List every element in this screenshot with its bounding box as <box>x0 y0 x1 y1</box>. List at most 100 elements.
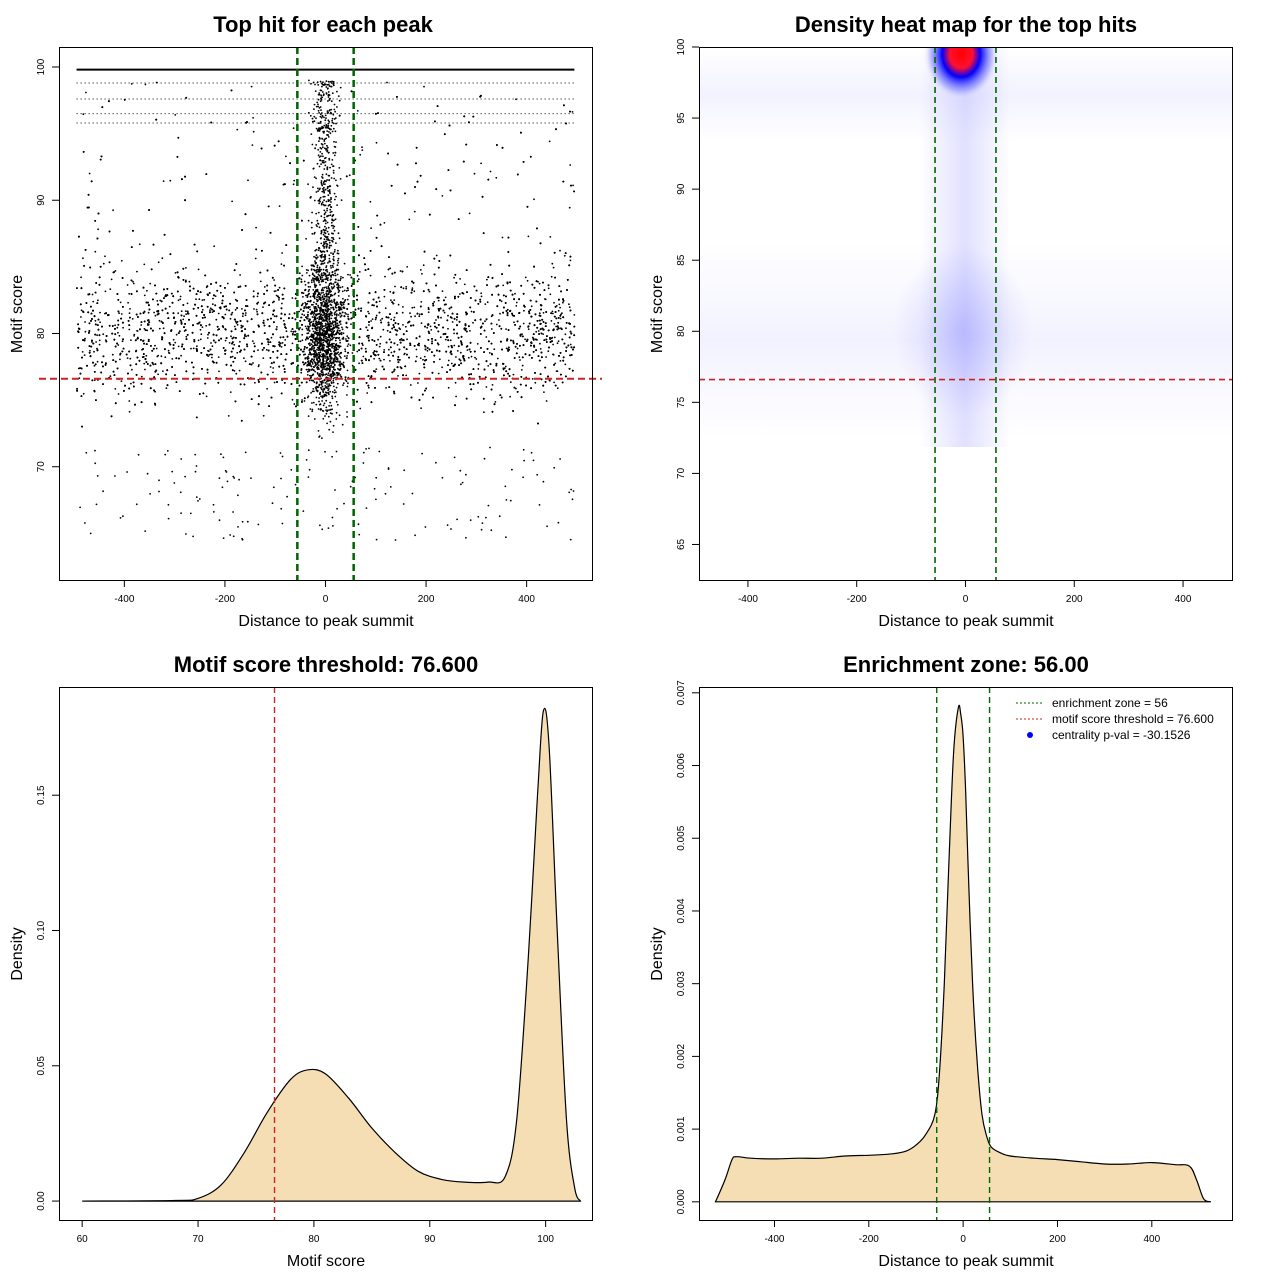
scatter-point <box>428 290 431 293</box>
scatter-point <box>509 381 512 384</box>
scatter-point <box>128 410 131 413</box>
scatter-point <box>422 358 424 361</box>
scatter-point <box>366 335 368 338</box>
scatter-point <box>121 340 124 343</box>
scatter-point <box>551 310 554 313</box>
scatter-point <box>210 342 212 344</box>
scatter-point <box>430 329 433 331</box>
scatter-point <box>117 331 119 334</box>
scatter-point <box>473 172 476 175</box>
scatter-point <box>370 320 372 322</box>
scatter-point <box>415 355 418 358</box>
scatter-point <box>203 298 206 301</box>
scatter-point <box>206 337 209 339</box>
scatter-point <box>209 309 211 311</box>
scatter-point <box>345 290 348 292</box>
scatter-point <box>292 183 295 186</box>
scatter-point <box>556 370 559 373</box>
scatter-point <box>174 341 177 344</box>
scatter-point <box>140 324 143 326</box>
scatter-point <box>444 338 447 341</box>
scatter-point <box>552 353 555 356</box>
scatter-point <box>356 110 359 112</box>
scatter-point <box>406 338 408 341</box>
scatter-point <box>433 301 436 303</box>
scatter-point <box>453 276 455 279</box>
scatter-point <box>418 315 421 318</box>
scatter-point <box>252 117 255 119</box>
scatter-point <box>266 387 268 390</box>
scatter-point <box>262 414 265 417</box>
scatter-point <box>143 362 146 365</box>
scatter-point <box>269 366 272 368</box>
scatter-point <box>291 297 294 299</box>
scatter-point <box>80 316 82 318</box>
scatter-point <box>464 329 467 332</box>
scatter-point <box>131 318 134 320</box>
scatter-point <box>402 306 404 308</box>
scatter-point <box>275 294 278 297</box>
scatter-point <box>571 111 574 113</box>
scatter-point <box>114 270 117 272</box>
scatter-point <box>568 303 570 306</box>
scatter-point <box>207 333 209 336</box>
scatter-point <box>348 174 351 177</box>
scatter-point <box>104 290 107 293</box>
scatter-point <box>241 308 243 310</box>
scatter-point <box>247 179 249 182</box>
scatter-point <box>521 364 524 367</box>
scatter-point <box>490 328 493 330</box>
scatter-point <box>159 299 162 302</box>
scatter-point <box>256 310 258 313</box>
scatter-point <box>211 356 213 359</box>
scatter-point <box>180 354 183 357</box>
scatter-point <box>226 282 229 285</box>
scatter-point <box>257 301 260 304</box>
scatter-point <box>231 311 234 314</box>
scatter-point <box>359 153 362 156</box>
scatter-point <box>506 339 508 342</box>
scatter-point <box>535 330 538 333</box>
scatter-point <box>146 329 149 332</box>
scatter-point <box>420 407 422 410</box>
scatter-point <box>456 350 459 352</box>
scatter-point <box>292 127 295 130</box>
scatter-point <box>98 339 101 342</box>
scatter-point <box>488 352 491 354</box>
scatter-point <box>458 358 461 361</box>
scatter-point <box>285 330 288 333</box>
scatter-point <box>82 113 85 116</box>
scatter-point <box>367 310 369 313</box>
scatter-point <box>291 398 294 401</box>
scatter-point <box>197 339 200 342</box>
scatter-point <box>413 210 416 213</box>
scatter-point <box>302 296 304 298</box>
scatter-point <box>544 298 547 301</box>
scatter-point <box>441 366 443 369</box>
scatter-point <box>228 342 231 344</box>
scatter-point <box>299 340 302 343</box>
scatter-point <box>136 330 139 332</box>
scatter-point <box>236 351 239 354</box>
scatter-point <box>252 362 254 364</box>
scatter-point <box>154 344 156 347</box>
scatter-point <box>453 332 455 335</box>
scatter-point <box>282 319 285 322</box>
scatter-point <box>569 259 572 262</box>
scatter-point <box>556 387 559 390</box>
scatter-point <box>500 300 503 303</box>
scatter-point <box>367 386 370 389</box>
scatter-point <box>127 301 129 304</box>
scatter-point <box>96 334 98 337</box>
scatter-point <box>371 318 374 320</box>
scatter-point <box>259 280 262 283</box>
scatter-point <box>530 305 533 308</box>
scatter-point <box>284 339 287 341</box>
scatter-point <box>128 328 131 331</box>
scatter-point <box>346 298 349 301</box>
scatter-point <box>383 349 386 351</box>
scatter-point <box>568 206 571 209</box>
scatter-point <box>120 380 123 382</box>
scatter-point <box>171 358 174 360</box>
